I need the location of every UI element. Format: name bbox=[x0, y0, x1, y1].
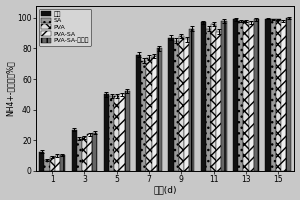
Bar bbox=[60, 155, 65, 171]
Bar bbox=[152, 56, 157, 171]
Bar bbox=[238, 21, 243, 171]
X-axis label: 时间(d): 时间(d) bbox=[154, 185, 177, 194]
Bar bbox=[184, 39, 189, 171]
Y-axis label: NH4+-去除率（%）: NH4+-去除率（%） bbox=[6, 60, 15, 116]
Bar bbox=[87, 134, 92, 171]
Bar bbox=[119, 94, 124, 171]
Bar bbox=[266, 19, 271, 171]
Bar bbox=[211, 24, 216, 171]
Bar bbox=[249, 22, 254, 171]
Bar bbox=[206, 29, 211, 171]
Bar bbox=[104, 94, 109, 171]
Bar bbox=[71, 130, 77, 171]
Bar bbox=[114, 96, 119, 171]
Bar bbox=[44, 160, 50, 171]
Bar bbox=[271, 19, 276, 171]
Bar bbox=[281, 21, 286, 171]
Bar bbox=[50, 157, 55, 171]
Bar bbox=[216, 32, 221, 171]
Legend: 对照, SA, PVA, PVA-SA, PVA-SA-活性炭: 对照, SA, PVA, PVA-SA, PVA-SA-活性炭 bbox=[39, 9, 91, 46]
Bar bbox=[39, 152, 44, 171]
Bar bbox=[201, 22, 206, 171]
Bar bbox=[146, 58, 152, 171]
Bar bbox=[233, 19, 238, 171]
Bar bbox=[136, 55, 141, 171]
Bar bbox=[109, 96, 114, 171]
Bar bbox=[92, 133, 98, 171]
Bar bbox=[141, 61, 146, 171]
Bar bbox=[169, 38, 174, 171]
Bar bbox=[55, 156, 60, 171]
Bar bbox=[157, 48, 162, 171]
Bar bbox=[243, 21, 249, 171]
Bar bbox=[77, 139, 82, 171]
Bar bbox=[221, 21, 226, 171]
Bar bbox=[82, 137, 87, 171]
Bar bbox=[276, 19, 281, 171]
Bar bbox=[286, 18, 291, 171]
Bar bbox=[189, 29, 194, 171]
Bar bbox=[179, 36, 184, 171]
Bar bbox=[254, 19, 259, 171]
Bar bbox=[174, 41, 179, 171]
Bar bbox=[124, 91, 130, 171]
